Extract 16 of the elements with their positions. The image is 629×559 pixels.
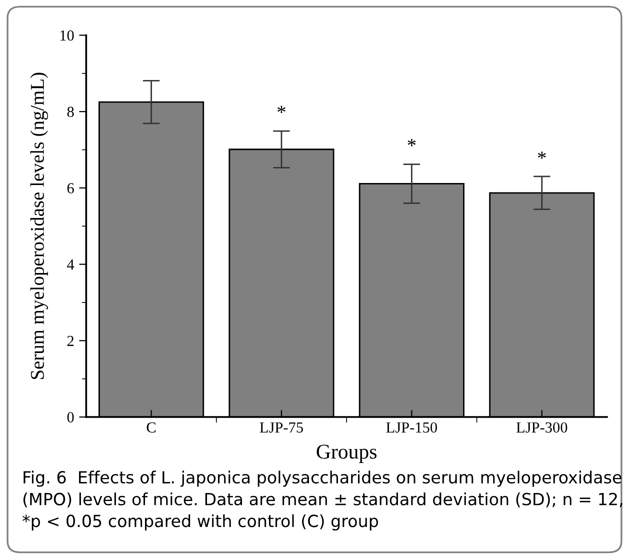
annotation: * [278, 106, 286, 113]
caption: Fig. 6 Effects of L. japonica polysaccharides on serum myeloperoxidase (MPO) levels of mice. Data are mean ± standard deviation (SD); n = 12, *p < 0.05 compared with control (C) group [22, 470, 622, 530]
y-axis-title: Serum myeloperoxidase levels (ng/mL) [30, 72, 48, 379]
x-tick-label: C [146, 422, 156, 433]
x-tick-label: LJP-150 [386, 422, 437, 433]
y-tick-label: 4 [67, 260, 74, 270]
y-tick-label: 2 [67, 336, 74, 346]
y-tick-label: 10 [60, 30, 74, 41]
y-tick-label: 8 [67, 106, 74, 118]
annotation: * [538, 152, 546, 159]
annotation: * [408, 139, 416, 146]
x-tick-label: LJP-300 [516, 422, 568, 433]
y-tick-label: 6 [67, 183, 74, 194]
y-tick-label: 0 [67, 412, 74, 422]
x-axis-title: Groups [316, 444, 376, 463]
x-tick-label: LJP-75 [260, 422, 303, 433]
